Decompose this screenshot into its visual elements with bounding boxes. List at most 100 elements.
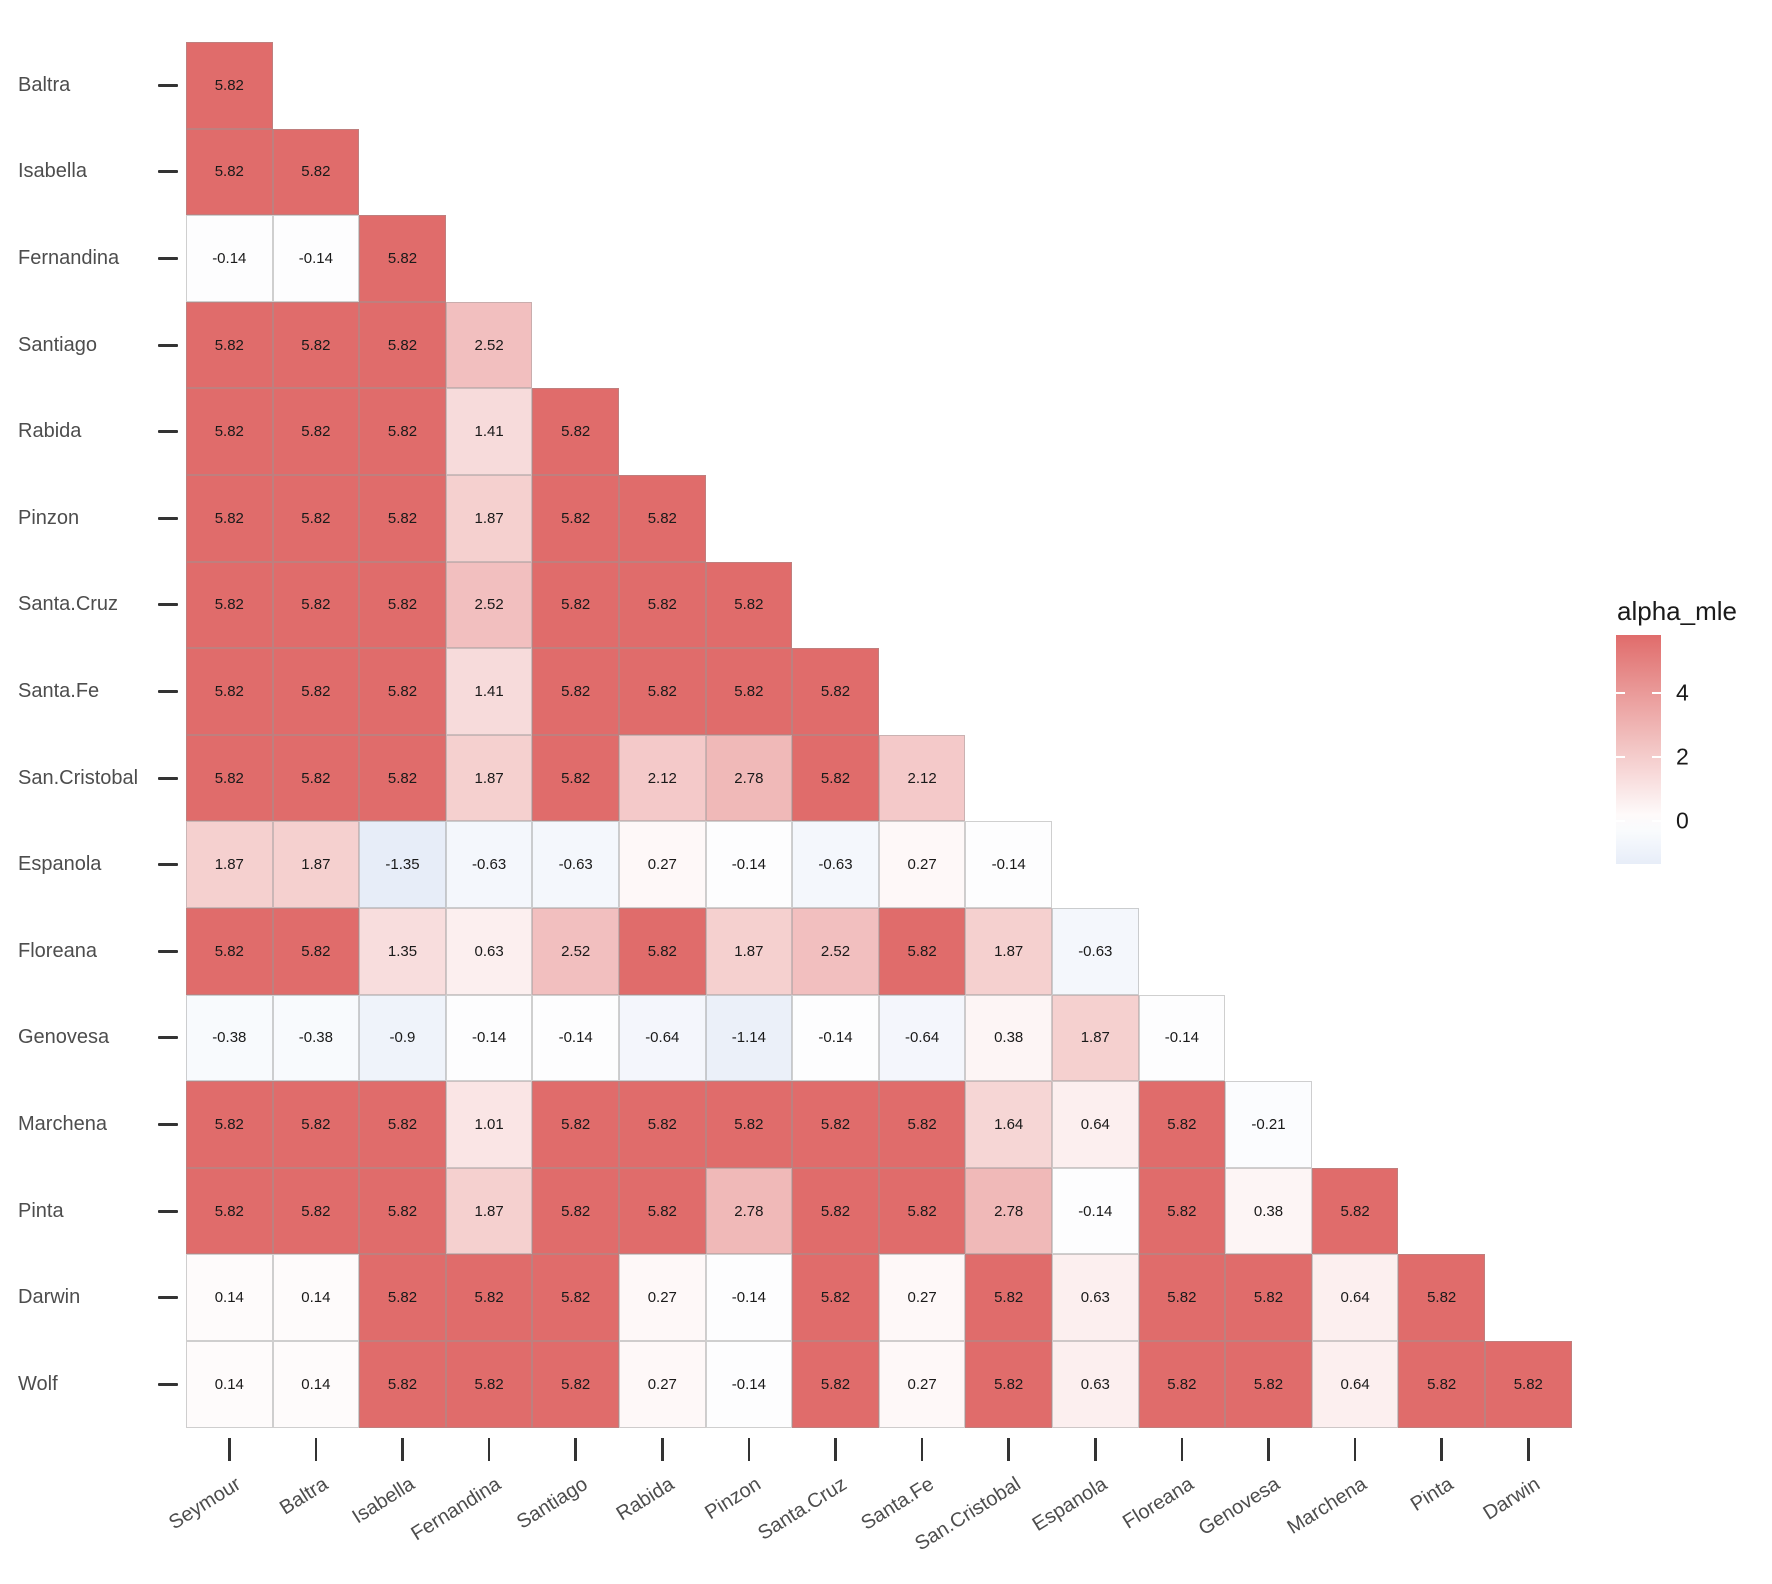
cell-value: 5.82 <box>387 769 418 787</box>
heatmap-cell: 5.82 <box>878 908 966 995</box>
heatmap-cell: 5.82 <box>186 1167 273 1255</box>
y-axis-label: Pinta <box>18 1199 64 1222</box>
y-axis-tick <box>158 516 178 520</box>
cell-value: -0.14 <box>558 1029 593 1047</box>
cell-value: 5.82 <box>994 1289 1024 1307</box>
cell-value: 0.14 <box>301 1289 331 1307</box>
heatmap-cell: 0.63 <box>1052 1341 1139 1428</box>
x-axis-tick <box>1180 1437 1184 1461</box>
x-axis-tick <box>1094 1437 1097 1461</box>
cell-value: 5.82 <box>994 1375 1024 1393</box>
cell-value: 5.82 <box>647 942 677 960</box>
cell-value: 5.82 <box>820 682 851 700</box>
x-axis-label: Marchena <box>1283 1472 1371 1539</box>
heatmap-cell: 5.82 <box>186 648 273 735</box>
heatmap-cell: 5.82 <box>272 1167 360 1255</box>
heatmap-cell: 5.82 <box>186 301 273 389</box>
heatmap-cell: 5.82 <box>186 908 273 995</box>
cell-value: 5.82 <box>214 1202 244 1220</box>
heatmap-cell: -0.14 <box>965 821 1052 908</box>
cell-value: 5.82 <box>214 1115 244 1133</box>
heatmap-cell: 5.82 <box>619 1167 706 1255</box>
y-axis-label: Baltra <box>18 73 71 96</box>
x-axis-label: Genovesa <box>1195 1472 1285 1540</box>
cell-value: -0.14 <box>298 249 333 267</box>
cell-value: 0.27 <box>907 1289 937 1307</box>
legend-tick-mark <box>1616 691 1625 695</box>
heatmap-cell: 5.82 <box>532 561 619 649</box>
heatmap-cell: 1.64 <box>965 1081 1052 1168</box>
heatmap-cell: 0.27 <box>619 1254 706 1341</box>
y-axis-tick <box>158 1209 178 1213</box>
y-axis-tick <box>158 1123 178 1126</box>
heatmap-cell: 2.78 <box>965 1167 1052 1255</box>
heatmap-cell: 5.82 <box>1311 1167 1399 1255</box>
x-axis-label: Santiago <box>512 1472 592 1534</box>
cell-value: 5.82 <box>214 596 244 614</box>
heatmap-cell: -0.64 <box>878 994 966 1082</box>
cell-value: -0.63 <box>471 856 507 874</box>
cell-value: 1.35 <box>387 942 418 960</box>
legend-tick-label: 4 <box>1676 679 1689 706</box>
cell-value: 5.82 <box>647 1202 677 1220</box>
heatmap-cell: 5.82 <box>445 1254 533 1341</box>
heatmap-cell: 5.82 <box>532 475 619 562</box>
cell-value: 0.63 <box>1080 1375 1110 1393</box>
cell-value: 1.41 <box>474 423 504 441</box>
heatmap-cell: 1.87 <box>445 475 533 562</box>
heatmap-cell: 5.82 <box>272 648 360 735</box>
heatmap-cell: 5.82 <box>359 301 446 389</box>
cell-value: 5.82 <box>1167 1289 1197 1307</box>
heatmap-cell: 1.87 <box>272 821 360 908</box>
heatmap-cell: 2.52 <box>532 908 619 995</box>
cell-value: 5.82 <box>387 1202 418 1220</box>
cell-value: 5.82 <box>1253 1289 1284 1307</box>
heatmap-cell: 0.63 <box>1052 1254 1139 1341</box>
y-axis-label: Santa.Cruz <box>18 593 119 616</box>
cell-value: 2.12 <box>647 769 677 787</box>
cell-value: 5.82 <box>734 682 764 700</box>
heatmap-cell: 0.14 <box>272 1254 360 1341</box>
heatmap-cell: -1.14 <box>705 994 793 1082</box>
cell-value: 5.82 <box>561 423 591 441</box>
cell-value: 5.82 <box>214 942 244 960</box>
heatmap-cell: 5.82 <box>1398 1254 1485 1341</box>
cell-value: 5.82 <box>214 336 244 354</box>
heatmap-cell: 5.82 <box>1138 1254 1226 1341</box>
heatmap-cell: -0.63 <box>445 821 533 908</box>
cell-value: 5.82 <box>1167 1375 1197 1393</box>
cell-value: 5.82 <box>387 249 418 267</box>
cell-value: -0.63 <box>818 856 853 874</box>
cell-value: 1.64 <box>994 1115 1024 1133</box>
cell-value: 5.82 <box>387 682 418 700</box>
cell-value: -0.14 <box>991 856 1026 874</box>
cell-value: -0.14 <box>1078 1202 1113 1220</box>
cell-value: 5.82 <box>561 509 591 527</box>
heatmap-cell: -0.21 <box>1225 1081 1312 1168</box>
cell-value: 5.82 <box>820 1202 851 1220</box>
y-axis-label: Darwin <box>18 1286 81 1309</box>
cell-value: 2.52 <box>474 596 504 614</box>
heatmap-cell: -0.64 <box>619 994 706 1082</box>
heatmap-cell: 5.82 <box>532 648 619 735</box>
cell-value: -1.35 <box>385 856 420 874</box>
heatmap-cell: 5.82 <box>186 1081 273 1168</box>
cell-value: 0.64 <box>1080 1115 1110 1133</box>
heatmap-cell: 5.82 <box>272 734 360 822</box>
cell-value: 5.82 <box>820 1115 851 1133</box>
heatmap-cell: 5.82 <box>272 301 360 389</box>
heatmap-cell: 5.82 <box>359 388 446 475</box>
heatmap-cell: 0.38 <box>1225 1167 1312 1255</box>
cell-value: 0.14 <box>301 1375 331 1393</box>
cell-value: -0.14 <box>1164 1029 1199 1047</box>
cell-value: 1.41 <box>474 682 504 700</box>
cell-value: 5.82 <box>561 1115 591 1133</box>
heatmap-cell: 5.82 <box>705 648 793 735</box>
cell-value: 1.87 <box>474 1202 504 1220</box>
heatmap-cell: 5.82 <box>272 908 360 995</box>
cell-value: 1.01 <box>474 1115 504 1133</box>
heatmap-cell: 1.35 <box>359 908 446 995</box>
heatmap-cell: 5.82 <box>272 128 360 216</box>
cell-value: 5.82 <box>387 596 418 614</box>
x-axis-tick <box>228 1437 231 1461</box>
